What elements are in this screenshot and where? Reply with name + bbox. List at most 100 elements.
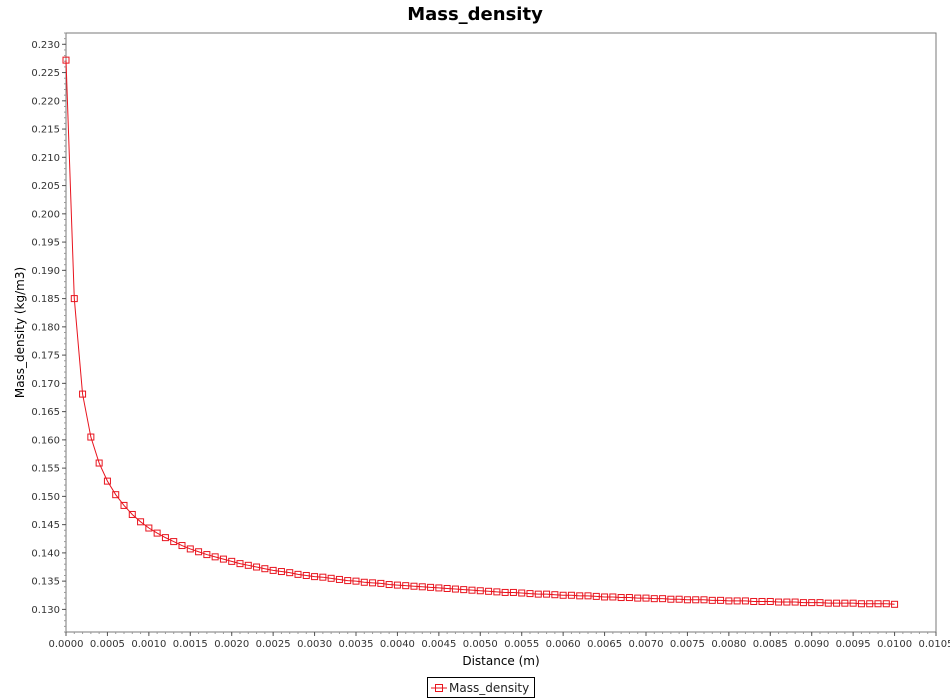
data-point (849, 599, 857, 607)
data-point (642, 594, 650, 602)
y-tick-label: 0.135 (31, 577, 60, 588)
y-tick-label: 0.225 (31, 68, 60, 79)
data-point (559, 591, 567, 599)
y-tick-label: 0.230 (31, 40, 60, 51)
x-tick-label: 0.0025 (256, 639, 291, 650)
y-tick-label: 0.205 (31, 181, 60, 192)
data-point (609, 593, 617, 601)
data-point (857, 600, 865, 608)
data-point (824, 599, 832, 607)
data-point (717, 596, 725, 604)
data-point (667, 595, 675, 603)
data-point (700, 596, 708, 604)
data-point (228, 557, 236, 565)
data-point (195, 548, 203, 556)
data-point (427, 583, 435, 591)
x-tick-label: 0.0090 (794, 639, 829, 650)
data-point (128, 510, 136, 518)
data-point (327, 574, 335, 582)
data-point (791, 598, 799, 606)
data-point (377, 579, 385, 587)
data-point (402, 582, 410, 590)
data-point (178, 542, 186, 550)
x-tick-label: 0.0045 (421, 639, 456, 650)
x-tick-label: 0.0015 (173, 639, 208, 650)
y-tick-label: 0.170 (31, 379, 60, 390)
data-point (137, 518, 145, 526)
data-point (311, 573, 319, 581)
data-point (891, 600, 899, 608)
data-point (576, 592, 584, 600)
data-point (468, 586, 476, 594)
data-point (244, 561, 252, 569)
data-point (360, 578, 368, 586)
data-point (319, 573, 327, 581)
x-tick-label: 0.0095 (836, 639, 871, 650)
data-point (543, 590, 551, 598)
data-point (675, 595, 683, 603)
data-point (750, 597, 758, 605)
data-point (253, 563, 261, 571)
x-tick-label: 0.0085 (753, 639, 788, 650)
y-tick-label: 0.210 (31, 153, 60, 164)
x-tick-label: 0.0100 (877, 639, 912, 650)
x-tick-label: 0.0070 (629, 639, 664, 650)
x-tick-label: 0.0005 (90, 639, 125, 650)
y-tick-label: 0.175 (31, 351, 60, 362)
series-layer (62, 56, 899, 608)
y-tick-label: 0.220 (31, 96, 60, 107)
data-point (79, 390, 87, 398)
data-point (766, 597, 774, 605)
data-point (236, 560, 244, 568)
data-point (567, 591, 575, 599)
x-tick-label: 0.0075 (670, 639, 705, 650)
data-point (302, 571, 310, 579)
x-tick-label: 0.0055 (504, 639, 539, 650)
y-tick-label: 0.165 (31, 407, 60, 418)
data-point (277, 568, 285, 576)
data-point (460, 586, 468, 594)
x-tick-label: 0.0010 (131, 639, 166, 650)
data-point (186, 545, 194, 553)
y-axis: 0.130 0.135 0.140 0.145 0.150 0.155 0.160 0.165… (31, 32, 67, 633)
x-tick-label: 0.0060 (546, 639, 581, 650)
y-tick-label: 0.215 (31, 125, 60, 136)
data-point (112, 491, 120, 499)
data-point (451, 585, 459, 593)
legend: Mass_density (427, 677, 536, 698)
data-point (833, 599, 841, 607)
data-point (534, 590, 542, 598)
data-point (683, 596, 691, 604)
data-point (418, 583, 426, 591)
data-point (95, 459, 103, 467)
data-point (692, 596, 700, 604)
data-point (592, 592, 600, 600)
data-point (435, 584, 443, 592)
y-tick-label: 0.140 (31, 548, 60, 559)
data-point (725, 597, 733, 605)
data-point (161, 534, 169, 542)
x-tick-label: 0.0065 (587, 639, 622, 650)
data-point (799, 599, 807, 607)
data-point (775, 598, 783, 606)
y-tick-label: 0.150 (31, 492, 60, 503)
data-point (410, 582, 418, 590)
data-point (841, 599, 849, 607)
data-point (708, 596, 716, 604)
data-point (286, 569, 294, 577)
data-point (808, 599, 816, 607)
data-point (733, 597, 741, 605)
x-axis-label: Distance (m) (462, 654, 539, 668)
y-tick-label: 0.195 (31, 238, 60, 249)
x-tick-label: 0.0050 (463, 639, 498, 650)
y-tick-label: 0.155 (31, 464, 60, 475)
y-tick-label: 0.180 (31, 322, 60, 333)
x-tick-label: 0.0080 (711, 639, 746, 650)
data-point (211, 553, 219, 561)
x-tick-label: 0.0000 (49, 639, 84, 650)
legend-label: Mass_density (449, 680, 530, 695)
y-tick-label: 0.190 (31, 266, 60, 277)
data-point (783, 598, 791, 606)
data-point (261, 565, 269, 573)
data-point (203, 551, 211, 559)
